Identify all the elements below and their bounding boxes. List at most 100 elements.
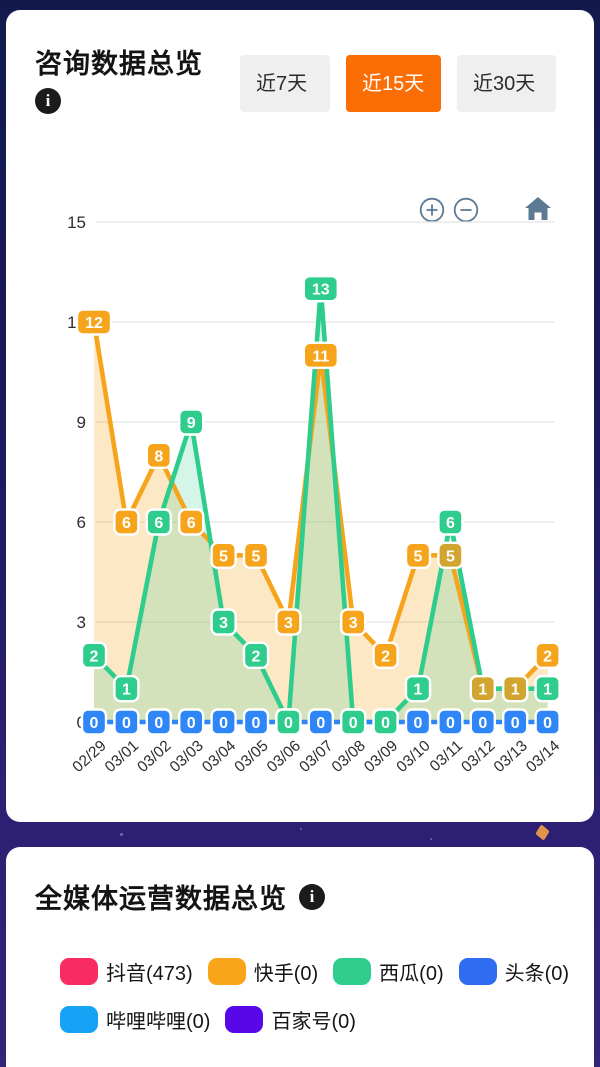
blue-point-badge: 0 [469, 708, 496, 736]
range-tabs: 近7天 近15天 近30天 [240, 55, 556, 112]
orange-point-badge: 2 [534, 641, 561, 670]
orange-point-badge: 3 [275, 608, 302, 636]
svg-text:5: 5 [252, 548, 261, 565]
x-tick-label: 03/09 [361, 737, 401, 776]
media-card: 全媒体运营数据总览 i 抖音(473) 快手(0) 西瓜(0) 头条(0) 哔哩哔哩(… [6, 847, 594, 1067]
svg-text:0: 0 [446, 715, 455, 732]
legend-item[interactable]: 快手(0) [207, 957, 319, 986]
svg-text:13: 13 [312, 282, 330, 299]
info-icon[interactable]: i [35, 88, 61, 114]
y-tick-label: 3 [77, 613, 86, 632]
blue-point-badge: 0 [80, 708, 108, 736]
legend-label: 头条(0) [504, 963, 570, 985]
x-tick-label: 03/06 [264, 737, 304, 776]
tab-range-2[interactable]: 近30天 [457, 55, 556, 112]
green-point-badge: 3 [210, 608, 237, 636]
svg-text:2: 2 [543, 648, 552, 665]
svg-text:0: 0 [219, 715, 228, 732]
legend-item[interactable]: 抖音(473) [60, 957, 193, 986]
svg-text:12: 12 [85, 315, 103, 332]
green-point-badge: 0 [372, 708, 399, 736]
legend-item[interactable]: 西瓜(0) [333, 957, 444, 986]
green-point-badge: 1 [113, 674, 140, 703]
svg-text:0: 0 [252, 715, 261, 732]
tab-range-0[interactable]: 近7天 [240, 55, 330, 112]
legend-swatch [60, 1006, 98, 1033]
blue-point-badge: 0 [437, 708, 464, 736]
blue-point-badge: 0 [145, 708, 173, 736]
legend-label: 百家号(0) [271, 1011, 356, 1033]
orange-point-badge: 12 [75, 308, 113, 336]
green-point-badge: 1 [404, 674, 432, 703]
x-tick-label: 02/29 [69, 737, 109, 776]
svg-text:0: 0 [154, 715, 163, 732]
svg-text:0: 0 [187, 715, 196, 732]
svg-text:3: 3 [219, 615, 228, 632]
x-tick-label: 03/02 [134, 737, 174, 776]
legend-swatch [207, 958, 246, 985]
consult-title: 咨询数据总览 [35, 49, 203, 79]
legend-swatch [458, 958, 497, 985]
green-point-badge: 0 [340, 708, 367, 736]
y-tick-label: 9 [77, 413, 86, 432]
orange-point-badge: 2 [372, 641, 399, 670]
zoom-out-icon[interactable] [452, 196, 480, 224]
orange-point-badge: 5 [210, 541, 237, 570]
legend-item[interactable]: 哔哩哔哩(0) [60, 1005, 210, 1034]
orange-point-badge: 1 [502, 674, 529, 703]
svg-text:2: 2 [252, 648, 261, 665]
orange-series-area [94, 322, 548, 722]
svg-text:0: 0 [349, 715, 358, 732]
orange-point-badge: 6 [113, 508, 140, 536]
legend-label: 快手(0) [253, 963, 319, 985]
zoom-in-icon[interactable] [418, 196, 446, 224]
legend-row-2: 哔哩哔哩(0) 百家号(0) [60, 1005, 569, 1034]
svg-text:3: 3 [349, 615, 358, 632]
green-point-badge: 1 [534, 674, 561, 703]
svg-text:1: 1 [511, 682, 520, 699]
info-icon[interactable]: i [299, 883, 325, 910]
blue-point-badge: 0 [242, 708, 270, 736]
sparkle-decoration [120, 833, 123, 836]
svg-text:11: 11 [312, 348, 329, 365]
legend-item[interactable]: 头条(0) [458, 957, 570, 986]
svg-text:9: 9 [187, 415, 196, 432]
orange-point-badge: 3 [340, 608, 367, 636]
svg-text:8: 8 [154, 448, 163, 465]
blue-point-badge: 0 [404, 708, 432, 736]
svg-text:6: 6 [187, 515, 196, 532]
svg-text:3: 3 [284, 615, 293, 632]
x-tick-label: 03/13 [491, 737, 531, 776]
x-tick-label: 03/14 [523, 737, 563, 776]
orange-point-badge: 6 [177, 508, 205, 536]
svg-text:0: 0 [122, 715, 131, 732]
legend-label: 西瓜(0) [379, 963, 444, 985]
svg-text:6: 6 [446, 515, 455, 532]
tab-range-1[interactable]: 近15天 [346, 55, 441, 112]
orange-point-badge: 5 [404, 541, 432, 570]
green-point-badge: 2 [80, 641, 108, 670]
x-tick-label: 03/11 [427, 737, 466, 775]
svg-text:0: 0 [478, 715, 487, 732]
green-point-badge: 6 [437, 508, 464, 536]
legend-item[interactable]: 百家号(0) [225, 1005, 356, 1034]
green-point-badge: 13 [302, 274, 339, 303]
svg-text:2: 2 [90, 648, 99, 665]
x-tick-label: 03/04 [199, 737, 239, 776]
blue-point-badge: 0 [177, 708, 205, 736]
green-point-badge: 9 [177, 408, 205, 436]
diamond-decoration [535, 824, 550, 841]
blue-point-badge: 0 [534, 708, 561, 736]
blue-point-badge: 0 [502, 708, 529, 736]
sparkle-decoration [430, 838, 432, 840]
x-tick-label: 03/03 [167, 737, 207, 776]
svg-text:5: 5 [219, 548, 228, 565]
svg-text:0: 0 [316, 715, 325, 732]
svg-text:2: 2 [381, 648, 390, 665]
svg-text:0: 0 [381, 715, 390, 732]
svg-text:6: 6 [122, 515, 131, 532]
legend-label: 抖音(473) [106, 963, 193, 985]
media-legend: 抖音(473) 快手(0) 西瓜(0) 头条(0) 哔哩哔哩(0) 百家号(0) [60, 957, 569, 1034]
home-icon[interactable] [523, 194, 553, 224]
